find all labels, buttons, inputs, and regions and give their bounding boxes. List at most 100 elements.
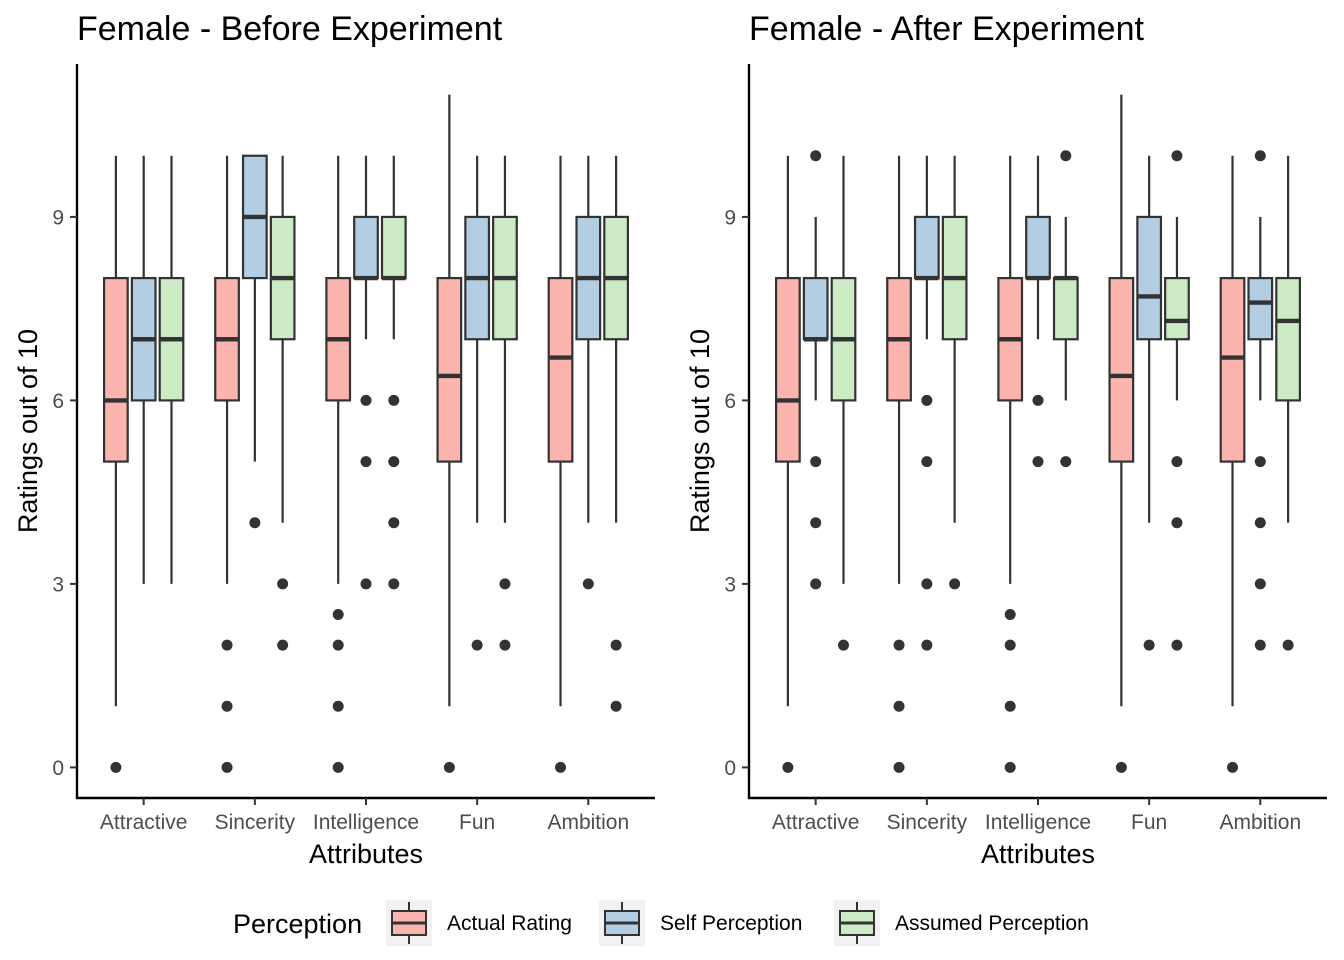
outlier-point (388, 578, 400, 590)
outlier-point (810, 578, 822, 590)
box-intelligence-self-perception (353, 155, 379, 590)
legend-item-assumed-perception: Assumed Perception (834, 900, 1089, 946)
outlier-point (1254, 150, 1266, 162)
series-assumed-perception (158, 155, 630, 712)
outlier-point (810, 456, 822, 468)
outlier-point (893, 761, 905, 773)
outlier-point (893, 639, 905, 651)
y-axis-title: Ratings out of 10 (685, 329, 715, 533)
outlier-point (332, 700, 344, 712)
box-attractive-assumed-perception (158, 155, 185, 584)
legend-label: Assumed Perception (895, 912, 1089, 935)
x-tick-label: Ambition (1219, 811, 1301, 834)
box-body (380, 215, 407, 280)
box-body (1247, 276, 1274, 341)
box-ambition-self-perception (575, 155, 602, 590)
outlier-point (921, 639, 933, 651)
legend: Perception Actual Rating Self Perception A… (233, 900, 1089, 946)
x-axis-title: Attributes (309, 839, 423, 869)
outlier-point (388, 394, 400, 406)
outlier-point (221, 700, 233, 712)
outlier-point (360, 394, 372, 406)
series-actual-rating (102, 94, 574, 773)
outlier-point (277, 639, 289, 651)
x-tick-label: Sincerity (215, 811, 296, 834)
outlier-point (221, 761, 233, 773)
outlier-point (1171, 456, 1183, 468)
legend-items: Actual Rating Self Perception Assumed Perc… (386, 900, 1089, 946)
box-body (1136, 215, 1163, 341)
outlier-point (499, 578, 511, 590)
box-ambition-assumed-perception (603, 155, 630, 712)
legend-title: Perception (233, 909, 362, 939)
box-body (1052, 276, 1079, 341)
outlier-point (1032, 456, 1044, 468)
outlier-point (249, 517, 261, 529)
y-tick-label: 0 (724, 757, 736, 780)
x-tick-label: Intelligence (313, 811, 419, 834)
legend-item-actual-rating: Actual Rating (386, 900, 572, 946)
box-intelligence-assumed-perception (380, 155, 407, 590)
outlier-point (949, 578, 961, 590)
outlier-point (810, 150, 822, 162)
y-axis-title: Ratings out of 10 (13, 329, 43, 533)
outlier-point (1254, 517, 1266, 529)
y-tick-label: 9 (52, 206, 64, 229)
x-tick-label: Intelligence (985, 811, 1091, 834)
outlier-point (893, 700, 905, 712)
box-attractive-self-perception (802, 150, 829, 590)
outlier-point (1227, 761, 1239, 773)
outlier-point (1171, 639, 1183, 651)
box-body (1275, 276, 1302, 402)
panel-title: Female - Before Experiment (77, 10, 503, 48)
outlier-point (332, 761, 344, 773)
x-tick-label: Sincerity (887, 811, 968, 834)
y-tick-label: 0 (52, 757, 64, 780)
box-fun-actual-rating (1108, 94, 1135, 773)
box-body (1164, 276, 1190, 341)
panel-2: Female - After Experiment 0 3 6 9 Attractive S… (685, 10, 1327, 869)
outlier-point (610, 700, 622, 712)
outlier-point (810, 517, 822, 529)
outlier-point (443, 761, 455, 773)
x-tick-label: Attractive (772, 811, 860, 834)
box-sincerity-assumed-perception (269, 155, 296, 651)
outlier-point (921, 578, 933, 590)
outlier-point (1254, 456, 1266, 468)
box-intelligence-actual-rating (325, 155, 352, 773)
box-ambition-assumed-perception (1275, 155, 1302, 651)
outlier-point (837, 639, 849, 651)
outlier-point (1254, 578, 1266, 590)
box-body (913, 215, 940, 280)
y-tick-label: 3 (724, 573, 736, 596)
outlier-point (360, 578, 372, 590)
box-body (774, 276, 801, 463)
box-fun-self-perception (464, 155, 491, 651)
x-tick-label: Fun (459, 811, 495, 834)
y-tick-label: 6 (724, 390, 736, 413)
series-self-perception (130, 154, 602, 651)
box-attractive-actual-rating (102, 155, 129, 773)
outlier-point (1004, 700, 1016, 712)
box-body (436, 276, 463, 463)
series-self-perception (802, 150, 1274, 651)
box-sincerity-actual-rating (214, 155, 240, 773)
outlier-point (1060, 150, 1072, 162)
outlier-point (555, 761, 567, 773)
outlier-point (221, 639, 233, 651)
outlier-point (1171, 517, 1183, 529)
y-tick-label: 3 (52, 573, 64, 596)
y-tick-label: 6 (52, 390, 64, 413)
outlier-point (782, 761, 794, 773)
legend-item-self-perception: Self Perception (599, 900, 802, 946)
outlier-point (360, 456, 372, 468)
x-axis-title: Attributes (981, 839, 1095, 869)
outlier-point (1032, 394, 1044, 406)
box-sincerity-self-perception (913, 155, 940, 651)
outlier-point (110, 761, 122, 773)
outlier-point (921, 456, 933, 468)
box-intelligence-actual-rating (997, 155, 1024, 773)
x-tick-label: Ambition (547, 811, 629, 834)
outlier-point (388, 517, 400, 529)
